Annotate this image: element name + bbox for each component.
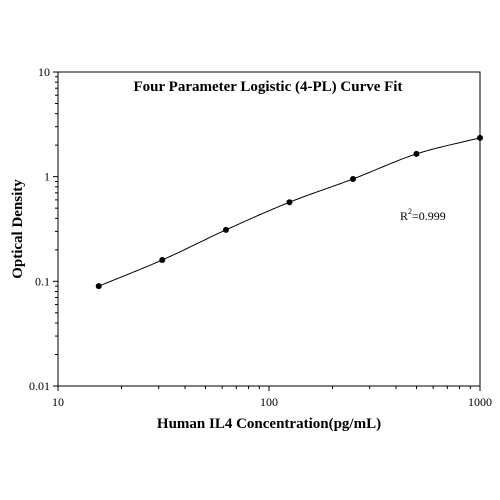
r-squared-annotation: R2=0.999 — [400, 207, 446, 223]
data-points — [95, 134, 483, 290]
data-point — [477, 134, 483, 141]
chart-title: Four Parameter Logistic (4-PL) Curve Fit — [134, 79, 403, 95]
y-axis-title: Optical Density — [10, 179, 26, 279]
y-tick-label: 1 — [44, 170, 50, 184]
x-tick-label: 10 — [52, 395, 64, 409]
y-tick-label: 0.01 — [29, 379, 50, 393]
data-point — [159, 256, 166, 263]
y-tick-label: 0.1 — [35, 274, 50, 288]
data-point — [95, 283, 102, 290]
ticks: 10 100 1000 0.01 0.1 1 10 — [29, 65, 492, 409]
data-point — [222, 226, 229, 233]
x-tick-label: 100 — [260, 395, 278, 409]
y-tick-label: 10 — [38, 65, 50, 79]
x-axis-title: Human IL4 Concentration(pg/mL) — [157, 416, 381, 432]
data-point — [413, 150, 420, 157]
data-point — [349, 175, 356, 182]
plot-frame — [57, 71, 481, 387]
x-tick-label: 1000 — [468, 395, 492, 409]
data-point — [286, 199, 293, 206]
